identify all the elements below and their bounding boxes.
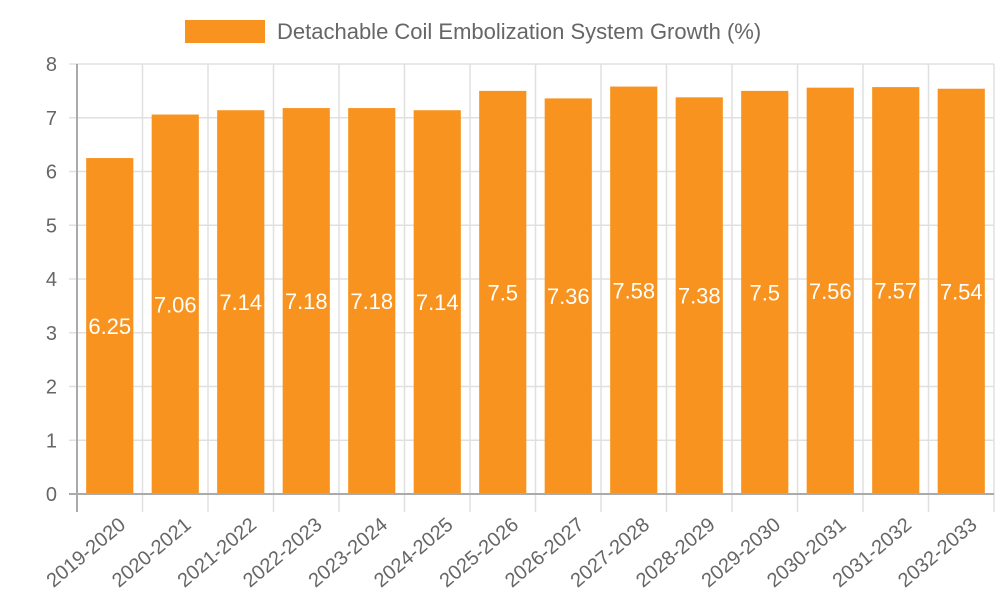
data-label: 7.14 xyxy=(416,290,459,315)
legend[interactable]: Detachable Coil Embolization System Grow… xyxy=(185,19,761,44)
data-label: 7.54 xyxy=(940,279,983,304)
y-tick-label: 3 xyxy=(46,323,57,345)
bar[interactable] xyxy=(413,110,461,494)
y-tick-label: 2 xyxy=(46,377,57,399)
y-tick-label: 5 xyxy=(46,215,57,237)
bar[interactable] xyxy=(151,114,199,495)
y-tick-label: 6 xyxy=(46,162,57,184)
data-label: 7.5 xyxy=(487,280,518,305)
bar[interactable] xyxy=(544,98,592,495)
bar[interactable] xyxy=(675,97,723,494)
data-label: 7.58 xyxy=(612,278,655,303)
y-tick-label: 0 xyxy=(46,484,57,506)
bar[interactable] xyxy=(806,87,854,495)
y-tick-label: 4 xyxy=(46,269,57,291)
bars xyxy=(86,86,985,495)
legend-label[interactable]: Detachable Coil Embolization System Grow… xyxy=(277,19,761,44)
bar[interactable] xyxy=(217,110,265,494)
data-label: 7.5 xyxy=(749,280,780,305)
bar[interactable] xyxy=(741,90,789,494)
y-tick-label: 7 xyxy=(46,108,57,130)
bar[interactable] xyxy=(937,88,985,494)
bar[interactable] xyxy=(872,87,920,495)
bar[interactable] xyxy=(282,108,330,494)
data-labels: 6.25 7.06 7.14 7.18 7.18 7.14 7.5 7.36 7.58 7.38 7… xyxy=(88,278,982,339)
y-tick-label: 1 xyxy=(46,430,57,452)
bar[interactable] xyxy=(86,158,134,494)
data-label: 7.36 xyxy=(547,284,590,309)
y-tick-label: 8 xyxy=(46,54,57,76)
data-label: 6.25 xyxy=(88,314,131,339)
bar[interactable] xyxy=(348,108,396,494)
legend-swatch[interactable] xyxy=(185,20,265,43)
data-label: 7.14 xyxy=(219,290,262,315)
data-label: 7.18 xyxy=(285,289,328,314)
data-label: 7.38 xyxy=(678,284,721,309)
grid xyxy=(69,63,995,512)
data-label: 7.57 xyxy=(874,279,917,304)
data-label: 7.06 xyxy=(154,292,197,317)
data-label: 7.56 xyxy=(809,279,852,304)
data-label: 7.18 xyxy=(350,289,393,314)
bar[interactable] xyxy=(479,90,527,494)
bar[interactable] xyxy=(610,86,658,494)
